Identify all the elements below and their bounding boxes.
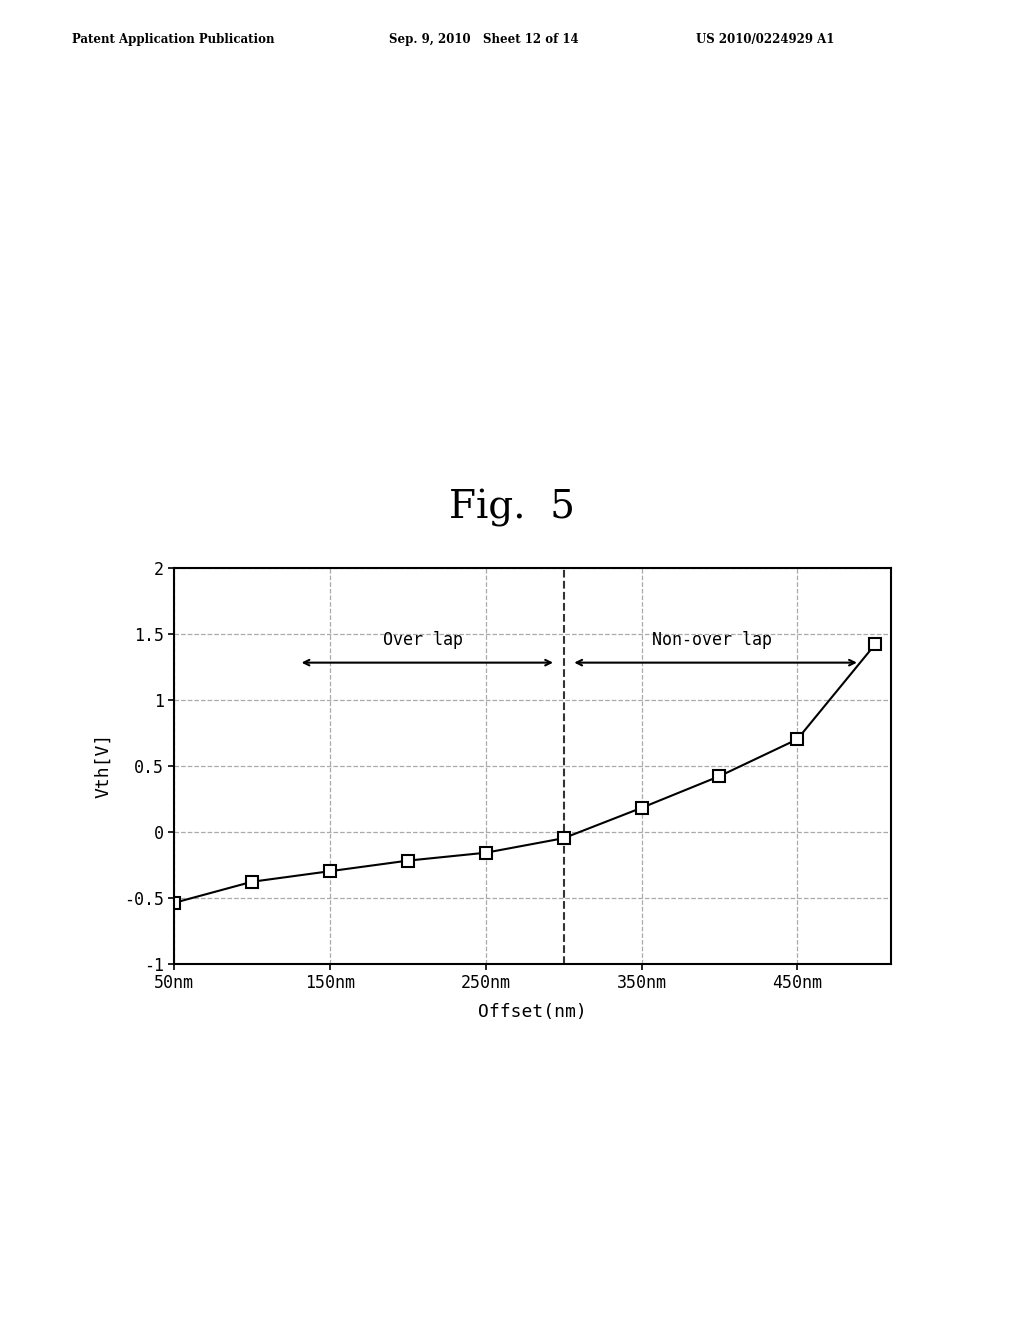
Text: Non-over lap: Non-over lap xyxy=(651,631,772,649)
Text: Fig.  5: Fig. 5 xyxy=(449,490,575,527)
Y-axis label: Vth[V]: Vth[V] xyxy=(94,733,113,799)
X-axis label: Offset(nm): Offset(nm) xyxy=(478,1003,587,1022)
Text: Over lap: Over lap xyxy=(383,631,464,649)
Text: Patent Application Publication: Patent Application Publication xyxy=(72,33,274,46)
Text: Sep. 9, 2010   Sheet 12 of 14: Sep. 9, 2010 Sheet 12 of 14 xyxy=(389,33,579,46)
Text: US 2010/0224929 A1: US 2010/0224929 A1 xyxy=(696,33,835,46)
